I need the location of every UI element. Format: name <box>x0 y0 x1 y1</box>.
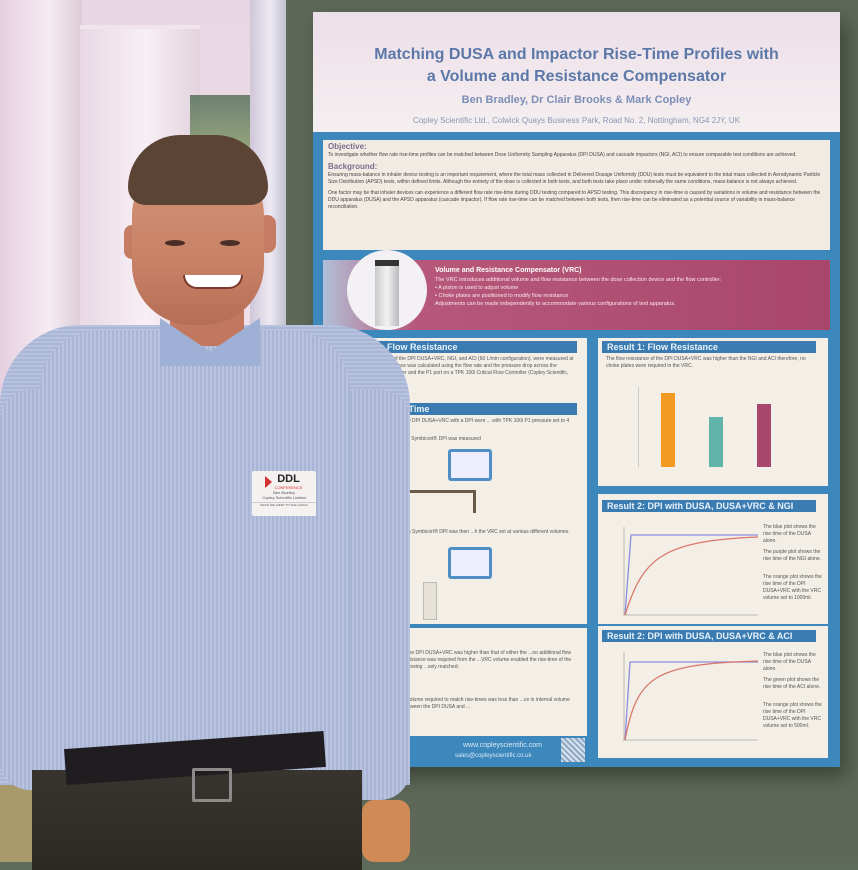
play-triangle-icon <box>265 476 273 488</box>
result2a-note-2: The purple plot shows the rise time of t… <box>763 549 822 562</box>
poster-title: Matching DUSA and Impactor Rise-Time Pro… <box>323 44 830 88</box>
result1-heading: Result 1: Flow Resistance <box>602 341 816 353</box>
objective-text: To investigate whether flow rate rise-ti… <box>328 152 797 158</box>
poster-authors: Ben Bradley, Dr Clair Brooks & Mark Copl… <box>461 94 692 106</box>
conclusion-text-1: ...the DPI DUSA+VRC was higher than that… <box>403 650 572 670</box>
vrc-bullet: Choke plates are positioned to modify fl… <box>438 293 569 299</box>
badge-logo: DDL CONFERENCE <box>252 474 316 490</box>
tubing-diagram <box>373 490 476 513</box>
result2b-note-1: The blue plot shows the rise time of the… <box>763 652 816 672</box>
result2a-note-3: The orange plot shows the rise time of t… <box>763 574 822 601</box>
objective-background-box: Objective: To investigate whether flow r… <box>323 140 830 250</box>
vrc-intro: The VRC introduces additional volume and… <box>435 277 722 283</box>
footer-email: sales@copleyscientific.co.uk <box>455 753 532 759</box>
result2a-heading: Result 2: DPI with DUSA, DUSA+VRC & NGI <box>602 500 816 512</box>
vrc-outro: Adjustments can be made independently to… <box>435 301 676 307</box>
background-heading: Background: <box>328 162 378 171</box>
shirt-body <box>40 330 350 770</box>
belt-buckle <box>192 768 232 802</box>
result2b-note-2: The green plot shows the rise time of th… <box>763 677 821 690</box>
method2-text-2: ...me of the NGI and ACI with a Symbicor… <box>341 436 481 442</box>
result1-text: The flow resistance of the DPI DUSA+VRC … <box>606 356 806 369</box>
rise-time-chart-aci <box>623 652 758 741</box>
badge-organization: Copley Scientific Limited <box>262 495 306 500</box>
badge-name: Ben Bradley <box>273 490 295 495</box>
vrc-device-icon <box>375 260 399 326</box>
eye <box>165 240 185 246</box>
vrc-diagram-icon <box>423 582 437 620</box>
background-paragraph-1: Ensuring mass-balance in inhaler device … <box>328 172 821 185</box>
hand <box>362 800 410 862</box>
monitor-icon <box>448 547 492 579</box>
title-line-1: Matching DUSA and Impactor Rise-Time Pro… <box>374 46 779 63</box>
trousers <box>32 770 362 870</box>
vrc-heading: Volume and Resistance Compensator (VRC) <box>435 267 582 274</box>
vrc-bullet: A piston is used to adjust volume <box>438 285 519 291</box>
bar-dusa-vrc <box>661 393 675 467</box>
divider <box>333 624 587 628</box>
vrc-description: Volume and Resistance Compensator (VRC) … <box>435 267 824 308</box>
objective-heading: Objective: <box>328 142 367 151</box>
smile <box>183 275 243 289</box>
monitor-icon <box>448 449 492 481</box>
result2b-heading: Result 2: DPI with DUSA, DUSA+VRC & ACI <box>602 630 816 642</box>
background-paragraph-2: One factor may be that inhaler devices c… <box>328 190 821 210</box>
badge-logo-text: DDL <box>277 473 300 485</box>
bar-aci <box>709 417 723 467</box>
person: DDL CONFERENCE Ben Bradley Copley Scient… <box>0 0 420 870</box>
flow-resistance-bar-chart <box>638 387 789 467</box>
rise-time-chart-ngi <box>623 527 758 616</box>
result2b-card <box>598 626 828 758</box>
result2a-card <box>598 494 828 624</box>
bar-ngi <box>757 404 771 467</box>
poster-affiliation: Copley Scientific Ltd., Colwick Quays Bu… <box>412 116 741 125</box>
badge-logo-sub: CONFERENCE <box>274 485 303 490</box>
hair <box>128 135 268 205</box>
name-badge: DDL CONFERENCE Ben Bradley Copley Scient… <box>252 471 316 516</box>
method2-text-3: ...of the DPI DUSA+VRC with a Symbicort®… <box>341 529 570 535</box>
title-line-2: a Volume and Resistance Compensator <box>426 68 727 85</box>
footer-website: www.copleyscientific.com <box>463 742 542 749</box>
result2b-note-3: The orange plot shows the rise time of t… <box>763 702 822 729</box>
method1-heading: Method 1: Flow Resistance <box>337 341 577 353</box>
eye <box>220 240 240 246</box>
conclusion-text-2: ...volume required to match rise-times w… <box>403 697 570 710</box>
qr-code-icon <box>561 738 585 762</box>
result2a-note-1: The blue plot shows the rise time of the… <box>763 524 816 544</box>
poster-header: Matching DUSA and Impactor Rise-Time Pro… <box>313 12 840 132</box>
badge-footer: DRUG DELIVERY TO THE LUNGS <box>252 502 316 507</box>
